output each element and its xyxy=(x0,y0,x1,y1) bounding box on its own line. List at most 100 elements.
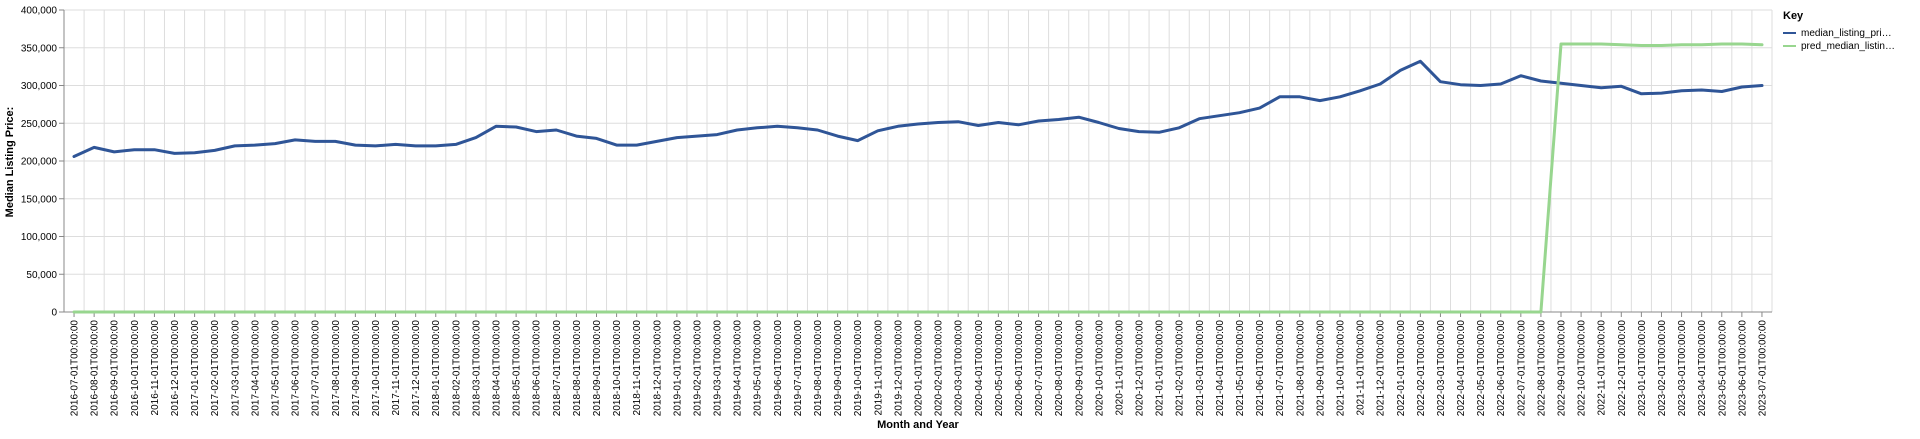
x-tick-label: 2017-01-01T00:00:00 xyxy=(190,320,201,417)
y-tick-label: 100,000 xyxy=(21,232,58,243)
x-tick-label: 2017-02-01T00:00:00 xyxy=(210,320,221,417)
y-axis-title: Median Listing Price: xyxy=(4,107,16,218)
x-tick-label: 2020-05-01T00:00:00 xyxy=(994,320,1005,417)
x-tick-label: 2022-06-01T00:00:00 xyxy=(1496,320,1507,417)
x-tick-label: 2018-09-01T00:00:00 xyxy=(592,320,603,417)
x-tick-label: 2016-09-01T00:00:00 xyxy=(110,320,121,417)
x-tick-label: 2019-07-01T00:00:00 xyxy=(793,320,804,417)
y-tick-label: 350,000 xyxy=(21,43,58,54)
x-tick-label: 2022-01-01T00:00:00 xyxy=(1396,320,1407,417)
x-tick-label: 2023-05-01T00:00:00 xyxy=(1717,320,1728,417)
x-tick-label: 2022-04-01T00:00:00 xyxy=(1456,320,1467,417)
x-tick-label: 2019-03-01T00:00:00 xyxy=(713,320,724,417)
x-tick-label: 2017-06-01T00:00:00 xyxy=(291,320,302,417)
series-line-pred xyxy=(72,42,1764,314)
x-tick-label: 2016-12-01T00:00:00 xyxy=(170,320,181,417)
x-tick-label: 2022-05-01T00:00:00 xyxy=(1476,320,1487,417)
y-axis: 0 50,000 100,000 150,000 200,000 250,000 300,0… xyxy=(21,6,65,319)
x-tick-label: 2021-07-01T00:00:00 xyxy=(1275,320,1286,417)
legend-label-median: median_listing_pri… xyxy=(1801,28,1892,39)
series-lines xyxy=(72,42,1764,314)
x-tick-label: 2018-05-01T00:00:00 xyxy=(512,320,523,417)
x-tick-label: 2017-11-01T00:00:00 xyxy=(391,320,402,416)
x-tick-label: 2019-02-01T00:00:00 xyxy=(692,320,703,417)
x-tick-label: 2021-04-01T00:00:00 xyxy=(1215,320,1226,417)
x-tick-label: 2023-06-01T00:00:00 xyxy=(1737,320,1748,417)
x-tick-label: 2019-01-01T00:00:00 xyxy=(672,320,683,417)
x-tick-label: 2018-01-01T00:00:00 xyxy=(431,320,442,417)
x-tick-label: 2018-06-01T00:00:00 xyxy=(532,320,543,417)
x-tick-label: 2018-08-01T00:00:00 xyxy=(572,320,583,417)
x-tick-label: 2018-02-01T00:00:00 xyxy=(451,320,462,417)
x-tick-label: 2021-02-01T00:00:00 xyxy=(1175,320,1186,417)
x-tick-label: 2022-02-01T00:00:00 xyxy=(1416,320,1427,417)
x-tick-label: 2019-05-01T00:00:00 xyxy=(753,320,764,417)
x-tick-label: 2017-08-01T00:00:00 xyxy=(331,320,342,417)
y-tick-label: 200,000 xyxy=(21,157,58,168)
x-tick-label: 2020-07-01T00:00:00 xyxy=(1034,320,1045,417)
x-tick-label: 2020-06-01T00:00:00 xyxy=(1014,320,1025,417)
x-tick-label: 2016-10-01T00:00:00 xyxy=(130,320,141,417)
x-tick-label: 2021-08-01T00:00:00 xyxy=(1295,320,1306,417)
x-tick-label: 2021-09-01T00:00:00 xyxy=(1315,320,1326,417)
x-tick-label: 2017-05-01T00:00:00 xyxy=(270,320,281,417)
x-tick-label: 2017-03-01T00:00:00 xyxy=(230,320,241,417)
x-tick-label: 2020-12-01T00:00:00 xyxy=(1135,320,1146,417)
x-tick-label: 2020-11-01T00:00:00 xyxy=(1114,320,1125,416)
x-tick-label: 2017-12-01T00:00:00 xyxy=(411,320,422,417)
x-tick-label: 2018-04-01T00:00:00 xyxy=(492,320,503,417)
x-tick-label: 2022-03-01T00:00:00 xyxy=(1436,320,1447,417)
x-tick-label: 2016-11-01T00:00:00 xyxy=(150,320,161,416)
grid xyxy=(63,9,1773,313)
x-tick-label: 2020-09-01T00:00:00 xyxy=(1074,320,1085,417)
x-tick-label: 2022-10-01T00:00:00 xyxy=(1577,320,1588,417)
x-tick-label: 2021-11-01T00:00:00 xyxy=(1356,320,1367,416)
x-tick-label: 2016-07-01T00:00:00 xyxy=(70,320,81,417)
x-tick-label: 2023-01-01T00:00:00 xyxy=(1637,320,1648,417)
x-tick-label: 2022-11-01T00:00:00 xyxy=(1597,320,1608,416)
x-tick-label: 2019-12-01T00:00:00 xyxy=(893,320,904,417)
x-tick-label: 2020-03-01T00:00:00 xyxy=(954,320,965,417)
x-tick-label: 2023-04-01T00:00:00 xyxy=(1697,320,1708,417)
x-tick-label: 2017-07-01T00:00:00 xyxy=(311,320,322,417)
x-tick-label: 2021-03-01T00:00:00 xyxy=(1195,320,1206,417)
x-axis-title: Month and Year xyxy=(877,419,959,431)
x-tick-label: 2023-03-01T00:00:00 xyxy=(1677,320,1688,417)
x-tick-label: 2022-12-01T00:00:00 xyxy=(1617,320,1628,417)
x-tick-label: 2019-11-01T00:00:00 xyxy=(873,320,884,416)
x-tick-label: 2022-09-01T00:00:00 xyxy=(1557,320,1568,417)
x-tick-label: 2021-10-01T00:00:00 xyxy=(1335,320,1346,417)
y-tick-label: 250,000 xyxy=(21,119,58,130)
x-axis: 2016-07-01T00:00:00 2016-08-01T00:00:00 20… xyxy=(64,311,1772,417)
x-tick-label: 2016-08-01T00:00:00 xyxy=(90,320,101,417)
x-tick-label: 2020-08-01T00:00:00 xyxy=(1054,320,1065,417)
x-tick-label: 2023-02-01T00:00:00 xyxy=(1657,320,1668,417)
x-tick-label: 2020-04-01T00:00:00 xyxy=(974,320,985,417)
x-tick-label: 2019-04-01T00:00:00 xyxy=(733,320,744,417)
y-tick-label: 0 xyxy=(51,308,57,319)
x-tick-label: 2021-12-01T00:00:00 xyxy=(1376,320,1387,417)
x-tick-label: 2019-08-01T00:00:00 xyxy=(813,320,824,417)
y-tick-label: 150,000 xyxy=(21,194,58,205)
x-tick-label: 2023-07-01T00:00:00 xyxy=(1757,320,1768,417)
y-tick-label: 50,000 xyxy=(26,270,57,281)
legend: Key median_listing_pri… pred_median_list… xyxy=(1783,10,1895,52)
x-tick-label: 2020-01-01T00:00:00 xyxy=(914,320,925,417)
x-tick-label: 2018-12-01T00:00:00 xyxy=(652,320,663,417)
series-line-median xyxy=(72,59,1764,158)
x-tick-label: 2019-09-01T00:00:00 xyxy=(833,320,844,417)
x-tick-label: 2022-08-01T00:00:00 xyxy=(1536,320,1547,417)
x-tick-label: 2022-07-01T00:00:00 xyxy=(1516,320,1527,417)
y-tick-label: 300,000 xyxy=(21,81,58,92)
x-tick-label: 2017-09-01T00:00:00 xyxy=(351,320,362,417)
legend-label-pred: pred_median_listin… xyxy=(1801,41,1895,52)
x-tick-label: 2020-02-01T00:00:00 xyxy=(934,320,945,417)
x-tick-label: 2019-10-01T00:00:00 xyxy=(853,320,864,417)
y-tick-label: 400,000 xyxy=(21,6,58,17)
x-tick-label: 2018-10-01T00:00:00 xyxy=(612,320,623,417)
x-tick-label: 2019-06-01T00:00:00 xyxy=(773,320,784,417)
x-tick-label: 2017-10-01T00:00:00 xyxy=(371,320,382,417)
x-tick-label: 2018-07-01T00:00:00 xyxy=(552,320,563,417)
